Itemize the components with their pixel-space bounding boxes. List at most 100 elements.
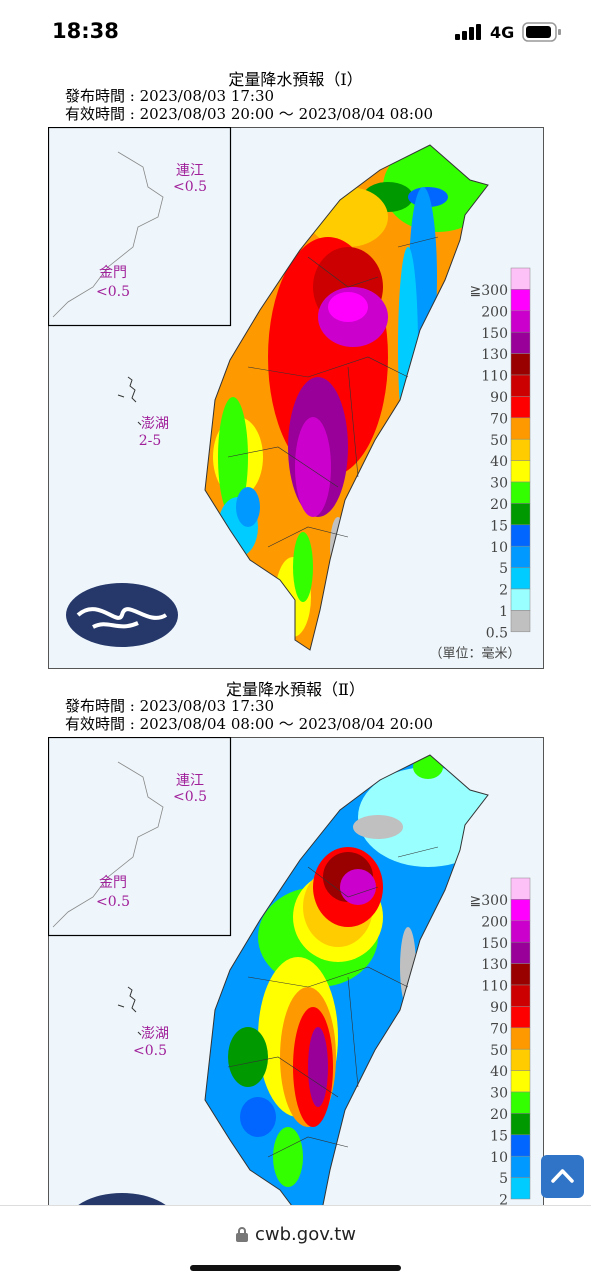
clock: 18:38 (52, 19, 119, 43)
coastline (52, 151, 164, 318)
inset-value: <0.5 (173, 789, 207, 805)
url-bar[interactable]: cwb.gov.tw (0, 1224, 591, 1245)
legend-swatch (510, 1113, 531, 1136)
legend-swatch (510, 588, 531, 611)
legend-label: ≧300 (470, 893, 508, 909)
county-lines (227, 846, 439, 1158)
legend-swatch (510, 545, 531, 568)
legend-label: 130 (481, 957, 508, 973)
legend-swatch (510, 941, 531, 964)
rain-area (273, 1127, 303, 1187)
rain-area (228, 1027, 268, 1087)
penghu-islands (117, 376, 142, 426)
inset-name: 澎湖 (141, 1026, 169, 1042)
rain-area (413, 755, 443, 779)
legend-label: 110 (481, 979, 508, 995)
coastline (52, 761, 164, 928)
inset-name: 金門 (99, 875, 127, 891)
legend-label: 5 (499, 1171, 508, 1187)
status-bar: 18:38 4G (0, 0, 591, 62)
logo-swirl (76, 607, 168, 629)
inset-value: <0.5 (173, 179, 207, 195)
legend-label: 200 (481, 914, 508, 930)
valid-time: 有效時間 : 2023/08/03 20:00 〜 2023/08/04 08:… (65, 105, 434, 123)
legend-swatch (510, 417, 531, 440)
legend-label: 5 (499, 561, 508, 577)
legend-label: 130 (481, 347, 508, 363)
legend-swatch (510, 1091, 531, 1114)
rain-area (328, 292, 368, 322)
rainfall-map: 連江<0.5金門<0.5澎湖<0.5≧300200150130110907050… (48, 737, 544, 1279)
legend-label: 2 (499, 1193, 508, 1209)
legend-label: 0.5 (486, 625, 508, 641)
issued-time: 發布時間 : 2023/08/03 17:30 (65, 697, 275, 715)
battery-icon (522, 22, 561, 42)
island-outline (204, 144, 489, 651)
issued-time: 發布時間 : 2023/08/03 17:30 (65, 87, 275, 105)
map-title: 定量降水預報（Ⅱ） (226, 680, 365, 699)
legend-swatch (510, 963, 531, 986)
legend-swatch (510, 1006, 531, 1029)
legend-label: 40 (490, 1064, 508, 1080)
unit-label: （單位：毫米） (429, 646, 520, 662)
legend-label: 90 (490, 1000, 508, 1016)
legend-swatch (510, 984, 531, 1007)
legend-label: 150 (481, 326, 508, 342)
penghu-islands (117, 986, 142, 1036)
rain-area (240, 1097, 276, 1137)
legend-label: 50 (490, 433, 508, 449)
legend-label: 15 (490, 1128, 508, 1144)
legend-swatch (510, 267, 531, 290)
inset-name: 連江 (176, 773, 204, 789)
signal-icon (455, 24, 481, 40)
legend-swatch (510, 1027, 531, 1050)
rain-field (205, 755, 488, 1260)
legend-swatch (510, 460, 531, 483)
legend-swatch (510, 396, 531, 419)
legend-swatch (510, 481, 531, 504)
inset-value: <0.5 (96, 894, 130, 910)
legend-swatch (510, 524, 531, 547)
legend-label: 10 (490, 540, 508, 556)
legend-label: 40 (490, 454, 508, 470)
inset-value: 2-5 (139, 433, 162, 449)
legend-label: 15 (490, 518, 508, 534)
legend-label: 20 (490, 497, 508, 513)
home-indicator (190, 1265, 401, 1271)
legend-swatch (510, 1155, 531, 1178)
rainfall-map: 連江<0.5金門<0.5澎湖2-5≧3002001501301109070504… (48, 127, 544, 669)
forecast-panel: 定量降水預報（Ⅱ） 發布時間 : 2023/08/03 17:30 有效時間 : 2… (0, 672, 591, 1280)
legend-swatch (510, 503, 531, 526)
legend-label: 150 (481, 936, 508, 952)
chevron-up-icon (551, 1169, 574, 1183)
rain-area (236, 487, 260, 527)
rain-area (340, 869, 376, 905)
legend-swatch (510, 610, 531, 633)
rain-area (353, 815, 403, 839)
rain-area (218, 397, 248, 517)
legend-label: 200 (481, 304, 508, 320)
legend-swatch (510, 331, 531, 354)
inset-name: 金門 (99, 265, 127, 281)
legend-label: 50 (490, 1043, 508, 1059)
scroll-top-button[interactable] (541, 1155, 584, 1198)
browser-bar: cwb.gov.tw (0, 1205, 591, 1280)
legend-label: 110 (481, 369, 508, 385)
inset-name: 連江 (176, 163, 204, 179)
legend-label: 2 (499, 583, 508, 599)
legend-label: 30 (490, 476, 508, 492)
county-lines (227, 236, 439, 548)
url-text: cwb.gov.tw (255, 1224, 356, 1245)
legend-swatch (510, 353, 531, 376)
lock-icon (236, 1227, 249, 1242)
rainfall-legend: ≧300 200 150 130 110 90 70 50 40 30 20 15 10 5 2 1 0.5 (470, 267, 531, 641)
legend-swatch (510, 1070, 531, 1093)
inset-name: 澎湖 (141, 416, 169, 432)
legend-label: 30 (490, 1086, 508, 1102)
legend-swatch (510, 920, 531, 943)
network-type: 4G (490, 23, 515, 42)
legend-label: 10 (490, 1150, 508, 1166)
rain-area (295, 417, 331, 517)
valid-time: 有效時間 : 2023/08/04 08:00 〜 2023/08/04 20:… (65, 715, 434, 733)
